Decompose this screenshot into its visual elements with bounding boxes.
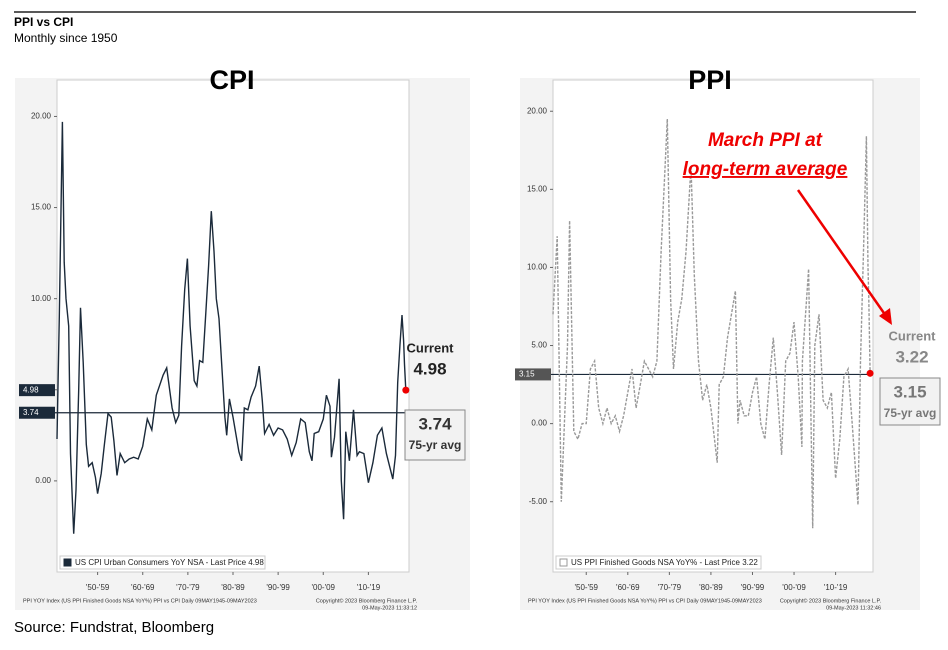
x-tick-label: '90-'99	[266, 583, 290, 592]
x-tick-label: '10-'19	[357, 583, 381, 592]
axis-value-label: 3.74	[23, 408, 39, 417]
footer-date: 09-May-2023 11:33:12	[362, 605, 417, 611]
x-tick-label: '10-'19	[824, 583, 848, 592]
axis-value-label: 3.15	[519, 370, 535, 379]
y-tick-label: 5.00	[531, 341, 547, 350]
x-tick-label: '00-'09	[782, 583, 806, 592]
average-label: 75-yr avg	[409, 438, 462, 452]
x-tick-label: '90-'99	[741, 583, 765, 592]
y-tick-label: 0.00	[531, 419, 547, 428]
current-label: Current	[407, 340, 455, 355]
chart-title: PPI	[688, 65, 732, 95]
x-tick-label: '60-'69	[616, 583, 640, 592]
current-marker	[866, 369, 874, 377]
series-line	[56, 121, 407, 534]
y-tick-label: 0.00	[35, 476, 51, 485]
axis-value-box	[19, 406, 55, 419]
axis-value-box	[515, 368, 551, 381]
average-value: 3.15	[893, 382, 926, 401]
current-label: Current	[889, 328, 937, 343]
x-tick-label: '50-'59	[86, 583, 110, 592]
y-tick-label: 20.00	[527, 106, 548, 115]
x-tick-label: '80-'89	[699, 583, 723, 592]
average-box	[404, 409, 466, 461]
y-tick-label: 15.00	[31, 203, 52, 212]
footer-source: PPI YOY Index (US PPI Finished Goods NSA…	[528, 598, 762, 604]
y-tick-label: 15.00	[527, 184, 548, 193]
plot-area	[552, 79, 874, 573]
y-tick-label: -5.00	[529, 497, 548, 506]
legend-box	[59, 555, 266, 570]
y-tick-label: 10.00	[31, 294, 52, 303]
chart-title: CPI	[209, 65, 254, 95]
x-tick-label: '70-'79	[176, 583, 200, 592]
y-tick-label: 20.00	[31, 112, 52, 121]
current-value: 4.98	[413, 359, 446, 378]
x-tick-label: '80-'89	[221, 583, 245, 592]
x-tick-label: '50-'59	[574, 583, 598, 592]
legend-label: US CPI Urban Consumers YoY NSA - Last Pr…	[75, 558, 264, 567]
arrow-head	[879, 308, 892, 325]
legend-label: US PPI Finished Goods NSA YoY% - Last Pr…	[571, 558, 758, 567]
x-tick-label: '70-'79	[658, 583, 682, 592]
source: Source: Fundstrat, Bloomberg	[14, 619, 214, 636]
x-tick-label: '60-'69	[131, 583, 155, 592]
footer-source: PPI YOY Index (US PPI Finished Goods NSA…	[23, 598, 257, 604]
legend-box	[555, 555, 762, 570]
plot-area	[56, 79, 410, 573]
average-box	[879, 377, 941, 426]
page-subtitle: Monthly since 1950	[14, 31, 118, 45]
average-label: 75-yr avg	[884, 406, 937, 420]
x-tick-label: '00-'09	[311, 583, 335, 592]
annotation-line: March PPI at	[708, 130, 823, 151]
page-title: PPI vs CPI	[14, 15, 73, 29]
current-value: 3.22	[895, 347, 928, 366]
footer-copyright: Copyright© 2023 Bloomberg Finance L.P.	[316, 597, 418, 604]
annotation-arrow	[796, 189, 888, 317]
footer-copyright: Copyright© 2023 Bloomberg Finance L.P.	[780, 597, 882, 604]
axis-value-label: 4.98	[23, 385, 39, 394]
current-marker	[402, 386, 410, 394]
axis-value-box	[19, 384, 55, 397]
footer-date: 09-May-2023 11:32:46	[826, 605, 881, 611]
average-value: 3.74	[418, 414, 452, 433]
y-tick-label: 10.00	[527, 263, 548, 272]
series-line	[552, 118, 871, 529]
legend-swatch	[63, 558, 72, 567]
legend-swatch	[559, 558, 568, 567]
annotation-line: long-term average	[683, 159, 848, 180]
